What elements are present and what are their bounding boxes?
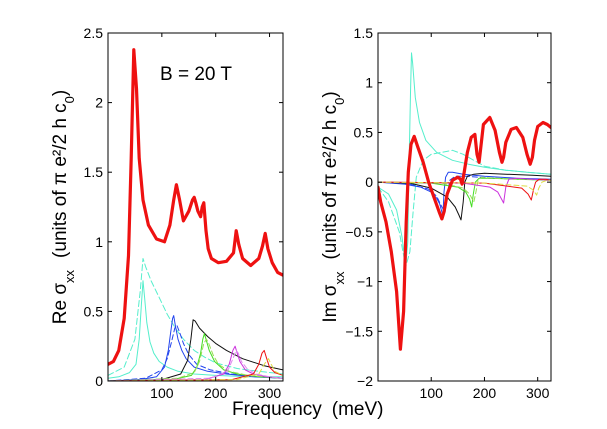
left-series-yellow-dashed — [108, 358, 283, 381]
left-ylabel-sub: xx — [62, 269, 77, 283]
left-series-magenta-dashed — [108, 349, 283, 381]
left-ylabel: Re σxx (units of π e²/2 h c0) — [50, 90, 77, 324]
x-axis-label: Frequency (meV) — [232, 399, 384, 420]
right-xtick-label: 100 — [420, 385, 444, 401]
right-series-blue — [378, 171, 551, 217]
x-axis-label-main: Frequency — [232, 399, 322, 420]
right-ylabel-units-close: ) — [320, 91, 341, 97]
left-series-group — [108, 48, 283, 381]
right-ytick-label: −0.5 — [345, 224, 373, 240]
right-series-cyan — [378, 52, 551, 268]
left-series-blue — [108, 315, 283, 381]
right-ytick-label: 1.5 — [354, 25, 374, 41]
left-ticks: 100 200 300 0 0.5 1 1.5 2 2.5 — [84, 25, 283, 401]
right-ylabel-units-sub: 0 — [332, 98, 347, 105]
right-series-red-thin — [378, 178, 551, 201]
left-series-cyan-lowest — [108, 280, 283, 379]
right-xtick-label: 200 — [473, 385, 497, 401]
right-ytick-label: 0.5 — [354, 124, 374, 140]
left-ytick-label: 0.5 — [84, 303, 104, 319]
left-ylabel-units-close: ) — [50, 90, 71, 96]
right-ytick-label: 0 — [365, 174, 373, 190]
right-ytick-label: −1.5 — [345, 323, 373, 339]
right-series-magenta — [378, 177, 551, 204]
left-xtick-label: 300 — [258, 385, 282, 401]
left-ytick-label: 1 — [95, 234, 103, 250]
right-series-green-dashed — [378, 176, 551, 203]
left-series-total — [108, 48, 283, 366]
left-ytick-label: 0 — [95, 373, 103, 389]
left-ytick-label: 2 — [95, 95, 103, 111]
right-series-group — [378, 52, 551, 351]
right-ylabel-prefix: Im σ — [320, 284, 341, 322]
right-ytick-label: 1 — [365, 75, 373, 91]
right-series-black — [378, 172, 551, 221]
left-series-green — [108, 333, 283, 381]
left-ytick-label: 1.5 — [84, 164, 104, 180]
x-axis-label-units: (meV) — [332, 399, 384, 420]
right-series-green — [378, 177, 551, 208]
left-ylabel-units-sub: 0 — [62, 96, 77, 103]
right-ylabel-sub: xx — [332, 271, 347, 285]
left-series-cyan-dashed — [108, 258, 283, 376]
left-axes-frame — [107, 32, 284, 382]
right-series-total — [378, 115, 551, 351]
right-ytick-label: −2 — [357, 373, 373, 389]
left-series-black — [108, 319, 283, 381]
left-xtick-label: 200 — [204, 385, 228, 401]
right-xtick-label: 300 — [526, 385, 550, 401]
field-annotation: B = 20 T — [160, 64, 232, 85]
left-series-green-dashed — [108, 338, 283, 381]
left-ylabel-units: (units of π e²/2 h c — [50, 103, 71, 258]
right-ytick-label: −1 — [357, 274, 373, 290]
right-series-yellow-dashed — [378, 179, 551, 196]
right-ylabel-units: (units of π e²/2 h c — [320, 105, 341, 260]
right-ylabel: Im σxx (units of π e²/2 h c0) — [320, 91, 347, 322]
left-ylabel-prefix: Re σ — [50, 283, 71, 325]
right-series-cyan-dashed — [378, 149, 551, 268]
right-panel: 100 200 300 −2 −1.5 −1 −0.5 0 0.5 1 1.5 Im σxx (uni… — [320, 25, 552, 401]
right-axes-frame — [377, 32, 552, 382]
left-series-red-thin — [108, 349, 283, 381]
left-panel: 100 200 300 0 0.5 1 1.5 2 2.5 B = 20 T Re σxx (un… — [50, 25, 284, 401]
left-ytick-label: 2.5 — [84, 25, 104, 41]
right-ticks: 100 200 300 −2 −1.5 −1 −0.5 0 0.5 1 1.5 — [345, 25, 551, 401]
left-xtick-label: 100 — [150, 385, 174, 401]
